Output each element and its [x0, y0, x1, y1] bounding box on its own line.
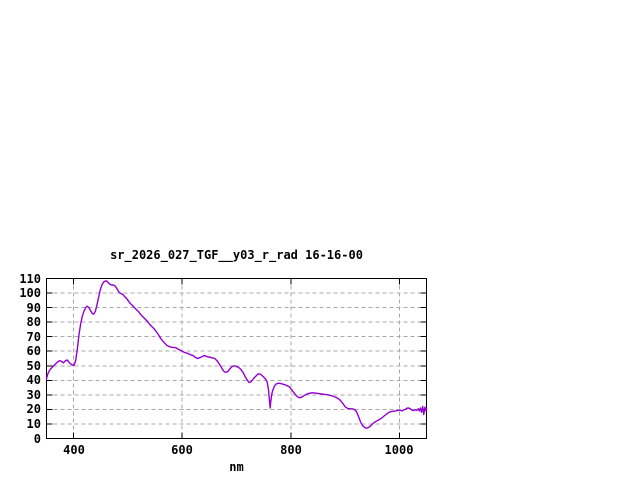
y-tick-label: 40 — [26, 373, 41, 387]
x-tick-label: 1000 — [384, 443, 414, 457]
y-tick-label: 90 — [26, 301, 41, 315]
plot-border — [46, 278, 427, 439]
y-tick-label: 30 — [26, 388, 41, 402]
y-tick-label: 100 — [19, 286, 41, 300]
x-tick-label: 400 — [63, 443, 85, 457]
x-tick-label: 800 — [280, 443, 302, 457]
x-axis-title: nm — [229, 460, 244, 474]
y-tick-label: 110 — [19, 272, 41, 286]
y-tick-label: 60 — [26, 344, 41, 358]
y-tick-label: 10 — [26, 417, 41, 431]
x-tick-label: 600 — [171, 443, 193, 457]
y-tick-label: 20 — [26, 402, 41, 416]
y-tick-label: 80 — [26, 315, 41, 329]
y-tick-label: 70 — [26, 330, 41, 344]
data-curve — [45, 280, 428, 429]
chart-title: sr_2026_027_TGF__y03_r_rad 16-16-00 — [110, 248, 363, 262]
y-tick-label: 0 — [33, 432, 41, 446]
y-tick-label: 50 — [26, 359, 41, 373]
